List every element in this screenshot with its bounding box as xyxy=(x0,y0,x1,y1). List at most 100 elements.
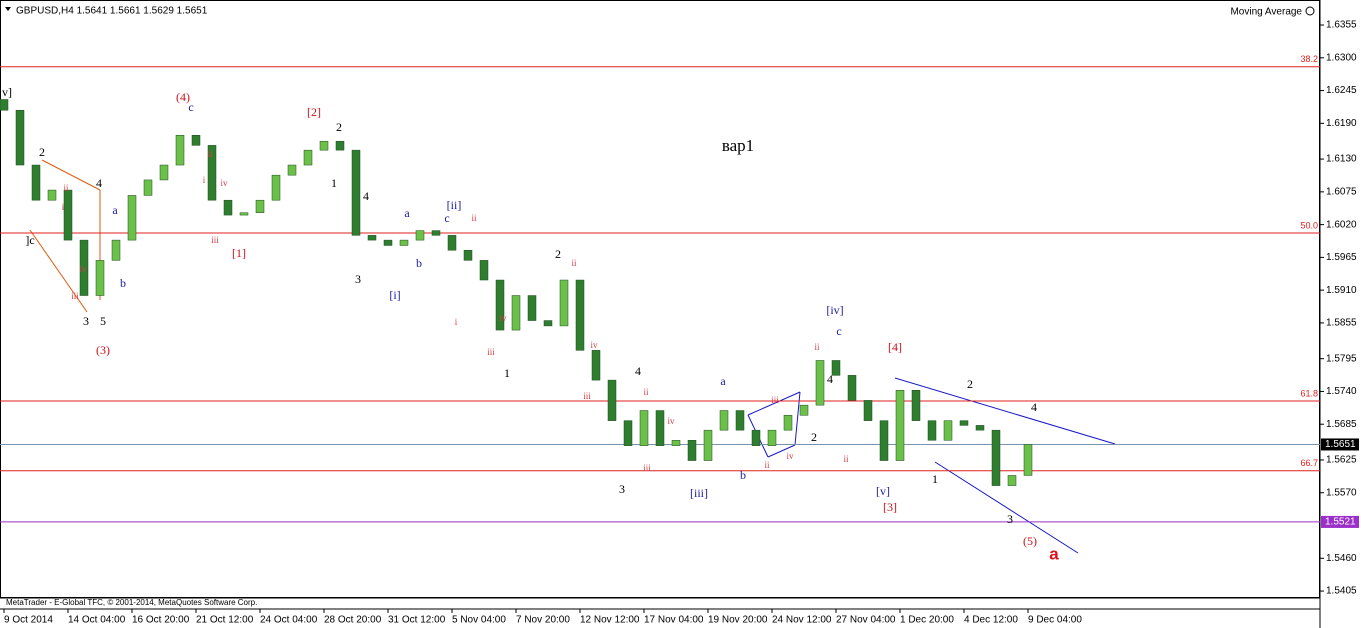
candle xyxy=(911,390,921,421)
candle xyxy=(671,440,681,446)
y-tick-label: 1.5570 xyxy=(1326,487,1357,498)
x-tick-label: 27 Nov 04:00 xyxy=(836,615,896,626)
candle xyxy=(383,239,393,246)
candle xyxy=(479,260,489,281)
wave-label: [1] xyxy=(232,246,246,260)
level-label: 50.0 xyxy=(1300,220,1318,230)
candle xyxy=(559,279,569,327)
wave-label: iii xyxy=(583,391,591,401)
candle xyxy=(431,230,441,236)
wave-label: 2 xyxy=(811,430,817,444)
wave-label: 1 xyxy=(504,366,510,380)
candle xyxy=(703,429,713,461)
wave-label: ii xyxy=(471,213,477,223)
candle xyxy=(319,140,329,151)
y-tick-label: 1.6130 xyxy=(1326,154,1357,165)
wave-label: b xyxy=(416,256,422,270)
y-tick-label: 1.5740 xyxy=(1326,386,1357,397)
wave-label: ii xyxy=(207,149,213,159)
candle xyxy=(95,260,105,296)
candle xyxy=(815,360,825,406)
wave-label: ii xyxy=(814,342,820,352)
candle xyxy=(879,420,889,461)
candle xyxy=(303,149,313,166)
wave-label: a xyxy=(404,206,410,220)
candle xyxy=(655,410,665,446)
candle xyxy=(335,140,345,151)
wave-label: i xyxy=(455,317,458,327)
y-tick-label: 1.6355 xyxy=(1326,20,1357,31)
y-tick-label: 1.6190 xyxy=(1326,118,1357,129)
candle xyxy=(991,429,1001,486)
note: вар1 xyxy=(722,136,754,155)
candle xyxy=(943,420,953,441)
wave-label: iii xyxy=(71,291,79,301)
indicator-icon[interactable] xyxy=(1305,6,1315,16)
indicator-label: Moving Average xyxy=(1230,7,1302,18)
wave-label: iv xyxy=(667,416,675,426)
y-tick-label: 1.5910 xyxy=(1326,285,1357,296)
x-tick-label: 4 Dec 12:00 xyxy=(964,615,1018,626)
candle xyxy=(687,440,697,461)
candle xyxy=(927,420,937,441)
candle xyxy=(223,199,233,216)
x-tick-label: 24 Oct 04:00 xyxy=(260,615,318,626)
candle xyxy=(0,99,9,111)
wave-label: a xyxy=(112,203,118,217)
candle xyxy=(191,134,201,146)
candle xyxy=(495,279,505,331)
y-tick-label: 1.5965 xyxy=(1326,252,1357,263)
candle xyxy=(175,134,185,166)
candle xyxy=(271,174,281,201)
level-label: 66.7 xyxy=(1300,458,1318,468)
candle xyxy=(351,149,361,236)
y-tick-label: 1.5855 xyxy=(1326,318,1357,329)
wave-label: [ii] xyxy=(447,198,462,212)
wave-label: ii xyxy=(764,460,770,470)
candle xyxy=(15,109,25,166)
wave-label: 3 xyxy=(619,482,625,496)
y-tick-label: 1.5460 xyxy=(1326,553,1357,564)
candle xyxy=(399,239,409,246)
y-tick-label: 1.6075 xyxy=(1326,186,1357,197)
candle xyxy=(751,429,761,446)
wave-label: ]c xyxy=(25,233,34,247)
candle xyxy=(511,295,521,331)
candle xyxy=(1023,444,1033,476)
wave-label: 2 xyxy=(336,120,342,134)
x-tick-label: 24 Nov 12:00 xyxy=(772,615,832,626)
candle xyxy=(783,415,793,431)
menu-arrow[interactable] xyxy=(5,7,11,11)
candle xyxy=(415,230,425,241)
wave-label: 4 xyxy=(827,372,833,386)
wave-label: iii xyxy=(211,235,219,245)
y-tick-label: 1.5625 xyxy=(1326,455,1357,466)
candle xyxy=(639,410,649,446)
candle xyxy=(239,212,249,216)
candle xyxy=(895,390,905,461)
candle xyxy=(463,249,473,261)
x-tick-label: 19 Nov 20:00 xyxy=(708,615,768,626)
candle xyxy=(735,410,745,431)
price-box xyxy=(1321,515,1359,528)
price-label: 1.5651 xyxy=(1325,439,1356,450)
x-tick-label: 14 Oct 04:00 xyxy=(68,615,126,626)
wave-label: 4 xyxy=(363,189,369,203)
wave-label: b xyxy=(120,276,126,290)
wave-label: 1 xyxy=(331,176,337,190)
candle xyxy=(287,164,297,176)
wave-label: i xyxy=(203,175,206,185)
wave-label: [iv] xyxy=(826,303,843,317)
x-tick-label: 5 Nov 04:00 xyxy=(452,615,506,626)
candle xyxy=(143,179,153,196)
wave-label: 4 xyxy=(635,364,641,378)
wave-label: i xyxy=(62,202,65,212)
wave-label: iv xyxy=(220,178,228,188)
wave-label: 3 xyxy=(355,272,361,286)
candle xyxy=(527,295,537,321)
wave-label: ii xyxy=(63,183,69,193)
candle xyxy=(367,235,377,241)
candle xyxy=(975,425,985,431)
plot-frame xyxy=(0,0,1320,598)
